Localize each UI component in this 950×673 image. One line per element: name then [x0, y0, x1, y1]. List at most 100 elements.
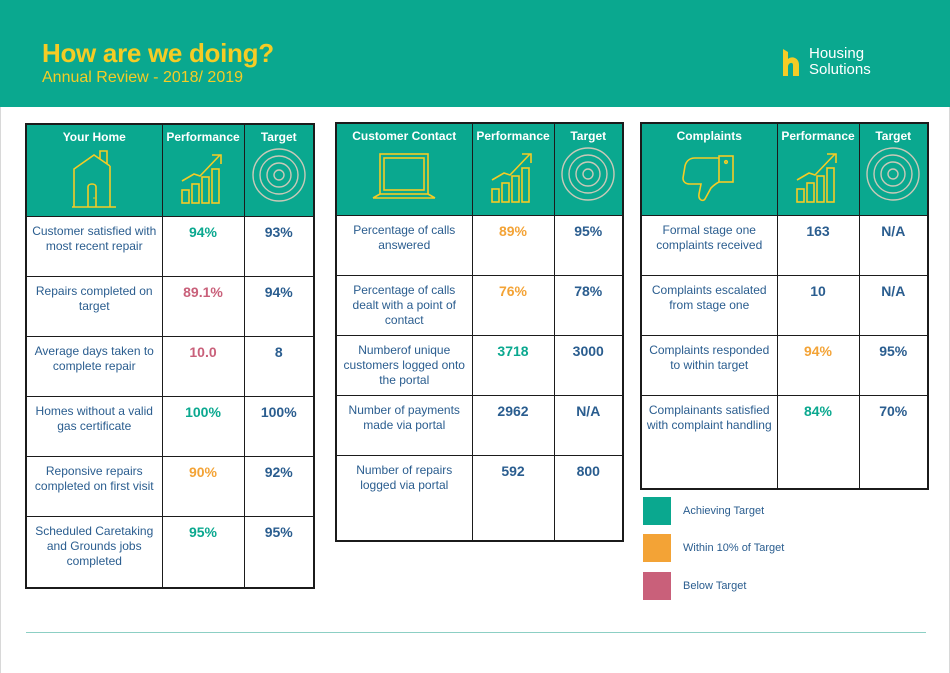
- target-value: 100%: [243, 395, 315, 457]
- performance-heading: Performance: [776, 122, 860, 216]
- performance-value: 10.0: [161, 335, 245, 397]
- performance-value: 95%: [161, 515, 245, 589]
- target-value: 78%: [553, 274, 624, 336]
- target-icon: [560, 146, 616, 205]
- header-banner: How are we doing? Annual Review - 2018/ …: [0, 0, 950, 107]
- target-heading-label: Target: [875, 129, 912, 143]
- metric-label: Numberof unique customers logged onto th…: [335, 334, 473, 396]
- metric-label: Percentage of calls answered: [335, 214, 473, 276]
- page-title: How are we doing?: [42, 38, 274, 68]
- target-heading: Target: [553, 122, 624, 216]
- target-value: 94%: [243, 275, 315, 337]
- performance-value: 89%: [471, 214, 555, 276]
- metric-label: Percentage of calls dealt with a point o…: [335, 274, 473, 336]
- table-row: Reponsive repairs completed on first vis…: [25, 455, 315, 517]
- target-value: 93%: [243, 215, 315, 277]
- metric-label: Complainants satisfied with complaint ha…: [640, 394, 778, 490]
- table-row: Percentage of calls answered 89% 95%: [335, 214, 624, 276]
- target-value: N/A: [553, 394, 624, 456]
- performance-value: 94%: [776, 334, 860, 396]
- table-row: Formal stage one complaints received 163…: [640, 214, 929, 276]
- target-icon: [251, 147, 307, 206]
- table-heading: Customer Contact: [335, 122, 473, 216]
- target-value: N/A: [858, 214, 929, 276]
- target-value: 8: [243, 335, 315, 397]
- table-row: Customer satisfied with most recent repa…: [25, 215, 315, 277]
- performance-value: 76%: [471, 274, 555, 336]
- table-row: Complaints escalated from stage one 10 N…: [640, 274, 929, 336]
- performance-value: 163: [776, 214, 860, 276]
- target-value: N/A: [858, 274, 929, 336]
- logo-text: Housing Solutions: [809, 46, 871, 78]
- table-heading-label: Complaints: [676, 129, 742, 143]
- table-heading: Complaints: [640, 122, 778, 216]
- metric-label: Formal stage one complaints received: [640, 214, 778, 276]
- housing-solutions-logo: Housing Solutions: [782, 46, 892, 82]
- target-heading: Target: [858, 122, 929, 216]
- legend-swatch-amber: [643, 534, 671, 562]
- legend-label: Within 10% of Target: [683, 542, 785, 554]
- legend-item-within: Within 10% of Target: [643, 534, 903, 564]
- metric-label: Customer satisfied with most recent repa…: [25, 215, 163, 277]
- house-icon: [70, 147, 118, 212]
- performance-value: 90%: [161, 455, 245, 517]
- metric-label: Complaints escalated from stage one: [640, 274, 778, 336]
- metric-label: Average days taken to complete repair: [25, 335, 163, 397]
- performance-heading: Performance: [161, 123, 245, 217]
- target-value: 800: [553, 454, 624, 542]
- table-row: Complainants satisfied with complaint ha…: [640, 394, 929, 490]
- target-value: 95%: [553, 214, 624, 276]
- logo-text-line1: Housing: [809, 45, 865, 62]
- performance-value: 592: [471, 454, 555, 542]
- table-row: Percentage of calls dealt with a point o…: [335, 274, 624, 336]
- table-row: Scheduled Caretaking and Grounds jobs co…: [25, 515, 315, 589]
- performance-value: 94%: [161, 215, 245, 277]
- performance-heading: Performance: [471, 122, 555, 216]
- metric-label: Reponsive repairs completed on first vis…: [25, 455, 163, 517]
- growth-chart-icon: [490, 146, 536, 207]
- logo-text-line2: Solutions: [809, 61, 871, 78]
- metric-label: Scheduled Caretaking and Grounds jobs co…: [25, 515, 163, 589]
- laptop-icon: [371, 152, 437, 207]
- performance-heading-label: Performance: [166, 130, 240, 144]
- metric-label: Complaints responded to within target: [640, 334, 778, 396]
- legend-swatch-green: [643, 497, 671, 525]
- target-value: 92%: [243, 455, 315, 517]
- growth-chart-icon: [795, 146, 841, 207]
- legend-label: Achieving Target: [683, 505, 765, 517]
- thumbs-down-icon: [681, 154, 737, 207]
- table-heading-label: Your Home: [62, 130, 126, 144]
- growth-chart-icon: [180, 147, 226, 208]
- legend-swatch-red: [643, 572, 671, 600]
- performance-heading-label: Performance: [781, 129, 855, 143]
- your-home-table: Your Home Performance T: [25, 123, 315, 589]
- performance-value: 100%: [161, 395, 245, 457]
- target-heading: Target: [243, 123, 315, 217]
- table-row: Number of repairs logged via portal 592 …: [335, 454, 624, 542]
- performance-value: 10: [776, 274, 860, 336]
- performance-value: 89.1%: [161, 275, 245, 337]
- legend-item-achieving: Achieving Target: [643, 497, 903, 527]
- performance-heading-label: Performance: [476, 129, 550, 143]
- table-row: Numberof unique customers logged onto th…: [335, 334, 624, 396]
- metric-label: Number of repairs logged via portal: [335, 454, 473, 542]
- table-row: Homes without a valid gas certificate 10…: [25, 395, 315, 457]
- table-row: Complaints responded to within target 94…: [640, 334, 929, 396]
- target-icon: [865, 146, 921, 205]
- metric-label: Number of payments made via portal: [335, 394, 473, 456]
- table-row: Repairs completed on target 89.1% 94%: [25, 275, 315, 337]
- target-heading-label: Target: [570, 129, 607, 143]
- legend-item-below: Below Target: [643, 572, 903, 602]
- performance-value: 3718: [471, 334, 555, 396]
- target-value: 95%: [858, 334, 929, 396]
- target-value: 3000: [553, 334, 624, 396]
- performance-value: 2962: [471, 394, 555, 456]
- left-border: [0, 107, 1, 673]
- table-row: Average days taken to complete repair 10…: [25, 335, 315, 397]
- target-value: 70%: [858, 394, 929, 490]
- target-heading-label: Target: [260, 130, 297, 144]
- target-value: 95%: [243, 515, 315, 589]
- legend-label: Below Target: [683, 580, 747, 592]
- table-heading-label: Customer Contact: [352, 129, 457, 143]
- performance-value: 84%: [776, 394, 860, 490]
